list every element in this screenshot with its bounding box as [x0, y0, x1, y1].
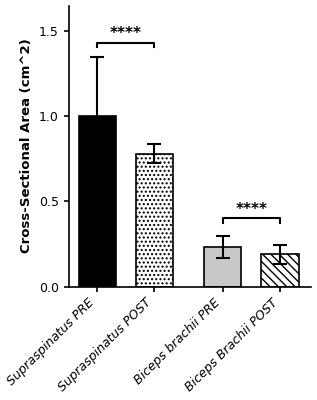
- Text: ****: ****: [110, 26, 142, 41]
- Bar: [136, 154, 173, 286]
- Text: ****: ****: [236, 202, 268, 217]
- Y-axis label: Cross-Sectional Area (cm^2): Cross-Sectional Area (cm^2): [20, 39, 33, 254]
- Bar: [204, 247, 242, 286]
- Bar: [79, 116, 116, 286]
- Bar: [262, 254, 299, 286]
